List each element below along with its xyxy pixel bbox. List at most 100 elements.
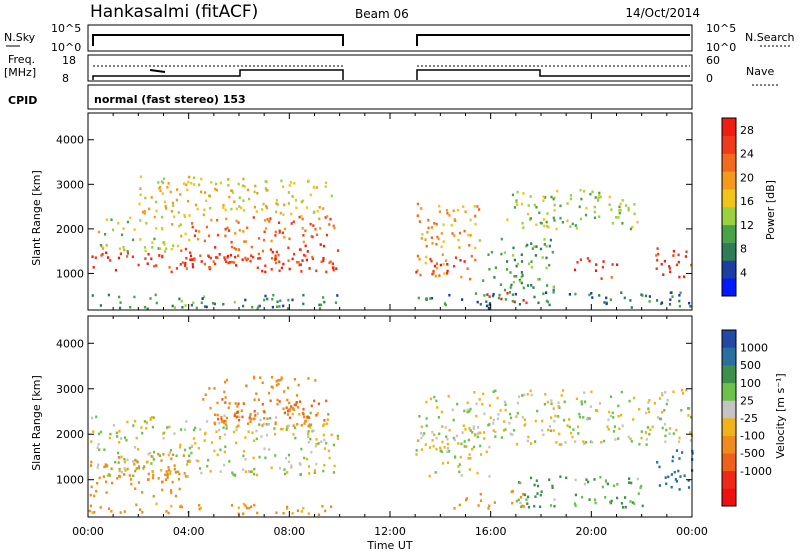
heatmap-cell: [661, 392, 664, 395]
heatmap-cell: [606, 425, 609, 428]
heatmap-cell: [122, 227, 125, 230]
heatmap-cell: [649, 428, 652, 431]
power-colorbar-tick: 28: [740, 124, 754, 137]
heatmap-cell: [535, 479, 538, 482]
heatmap-cell: [178, 487, 181, 491]
heatmap-cell: [230, 207, 233, 211]
heatmap-cell: [225, 416, 228, 420]
heatmap-cell: [575, 227, 578, 230]
heatmap-cell: [597, 199, 600, 202]
y-tick-label: 4000: [56, 134, 84, 147]
heatmap-cell: [176, 470, 179, 474]
velocity-colorbar-tick: -25: [740, 412, 758, 425]
heatmap-cell: [235, 425, 238, 429]
heatmap-cell: [144, 249, 147, 253]
heatmap-cell: [605, 296, 608, 300]
heatmap-cell: [229, 253, 232, 257]
heatmap-cell: [234, 402, 237, 405]
heatmap-cell: [573, 268, 577, 272]
heatmap-cell: [308, 267, 311, 270]
heatmap-cell: [687, 407, 691, 410]
heatmap-cell: [308, 472, 311, 475]
heatmap-cell: [311, 257, 314, 261]
heatmap-cell: [568, 418, 571, 421]
nsky-tick-top: 10^5: [51, 22, 81, 35]
heatmap-cell: [596, 409, 599, 413]
heatmap-cell: [479, 499, 483, 502]
heatmap-cell: [457, 442, 460, 445]
heatmap-cell: [294, 436, 297, 440]
heatmap-cell: [151, 416, 154, 419]
heatmap-cell: [155, 209, 158, 213]
heatmap-cell: [308, 423, 311, 426]
heatmap-cell: [647, 407, 650, 410]
nsky-panel-frame: [87, 24, 693, 52]
heatmap-cell: [600, 277, 603, 280]
heatmap-cell: [670, 291, 673, 294]
heatmap-cell: [463, 440, 466, 443]
heatmap-cell: [302, 302, 305, 306]
heatmap-cell: [254, 414, 257, 417]
heatmap-cell: [295, 260, 299, 264]
heatmap-cell: [254, 184, 257, 188]
heatmap-cell: [330, 194, 333, 198]
heatmap-cell: [191, 222, 194, 225]
heatmap-cell: [506, 218, 509, 221]
heatmap-cell: [305, 206, 308, 209]
heatmap-cell: [523, 493, 527, 497]
heatmap-cell: [223, 433, 226, 436]
heatmap-cell: [315, 269, 318, 273]
freq-panel-frame: [87, 54, 693, 82]
heatmap-cell: [220, 418, 223, 421]
heatmap-cell: [223, 463, 226, 467]
heatmap-cell: [99, 506, 102, 509]
velocity-colorbar-tick: 100: [740, 377, 761, 390]
heatmap-cell: [485, 300, 488, 303]
heatmap-cell: [616, 496, 619, 500]
heatmap-cell: [509, 416, 513, 420]
heatmap-cell: [426, 231, 429, 234]
heatmap-cell: [168, 266, 171, 269]
heatmap-cell: [492, 390, 495, 393]
heatmap-cell: [185, 183, 188, 187]
heatmap-cell: [283, 236, 286, 239]
heatmap-cell: [135, 436, 138, 440]
power-colorbar-swatch: [722, 224, 736, 243]
heatmap-cell: [468, 468, 471, 471]
heatmap-cell: [609, 500, 612, 504]
heatmap-cell: [499, 283, 502, 286]
heatmap-cell: [476, 205, 479, 208]
power-colorbar-swatch: [722, 189, 736, 208]
heatmap-cell: [441, 461, 445, 465]
heatmap-cell: [526, 243, 529, 247]
heatmap-cell: [235, 219, 238, 223]
heatmap-cell: [323, 438, 326, 442]
heatmap-cell: [570, 431, 573, 435]
heatmap-cell: [236, 405, 239, 408]
heatmap-cell: [302, 507, 305, 510]
heatmap-cell: [137, 466, 140, 470]
heatmap-cell: [228, 229, 231, 232]
heatmap-cell: [632, 418, 635, 421]
heatmap-cell: [417, 439, 420, 442]
heatmap-cell: [191, 258, 194, 261]
heatmap-cell: [271, 305, 274, 309]
velocity-colorbar-swatch: [722, 435, 736, 454]
heatmap-cell: [102, 247, 105, 250]
heatmap-cell: [307, 435, 310, 438]
heatmap-cell: [194, 442, 197, 445]
heatmap-cell: [435, 242, 438, 246]
heatmap-cell: [200, 190, 203, 194]
heatmap-cell: [503, 400, 506, 404]
heatmap-cell: [224, 420, 227, 423]
heatmap-cell: [178, 224, 181, 228]
heatmap-cell: [478, 208, 481, 211]
heatmap-cell: [241, 184, 245, 187]
heatmap-cell: [298, 400, 302, 403]
heatmap-cell: [119, 252, 122, 256]
heatmap-cell: [545, 299, 548, 303]
heatmap-cell: [209, 266, 212, 269]
heatmap-cell: [91, 511, 94, 514]
heatmap-cell: [445, 435, 448, 438]
heatmap-cell: [607, 418, 610, 422]
